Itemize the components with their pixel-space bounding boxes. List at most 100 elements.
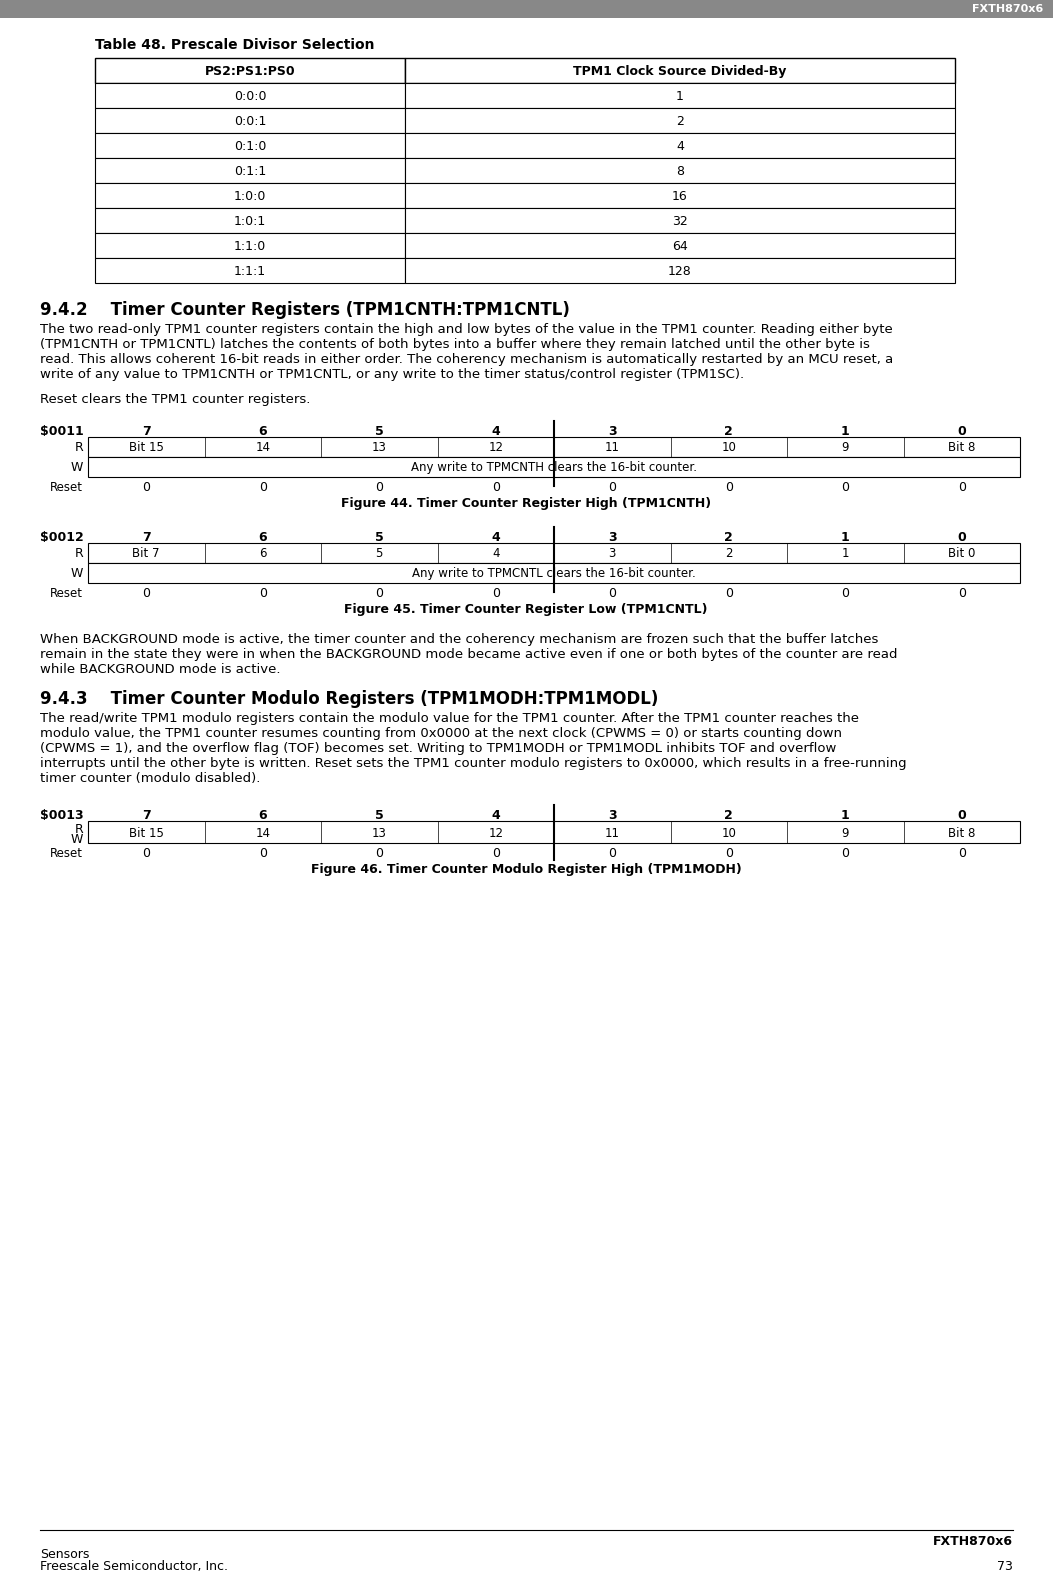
Text: FXTH870x6: FXTH870x6 [972,5,1044,14]
Bar [405,159,955,182]
Text: 6: 6 [259,547,266,560]
Text: 9: 9 [841,827,849,839]
Text: 2: 2 [724,531,733,544]
Text: W: W [71,567,83,580]
Text: 5: 5 [376,547,383,560]
Text: 0: 0 [957,810,966,822]
Bar [405,208,955,233]
Text: 14: 14 [255,827,271,839]
Text: 0: 0 [724,481,733,494]
Text: 1:0:0: 1:0:0 [234,190,266,203]
Text: 0: 0 [492,847,500,860]
Text: 0: 0 [609,481,616,494]
Text: 0: 0 [492,586,500,601]
Text: R: R [75,442,83,454]
Text: Reset clears the TPM1 counter registers.: Reset clears the TPM1 counter registers. [40,393,311,406]
Text: 4: 4 [492,810,500,822]
Text: 11: 11 [604,827,620,839]
Text: Any write to TPMCNTL clears the 16-bit counter.: Any write to TPMCNTL clears the 16-bit c… [412,567,696,580]
Text: while BACKGROUND mode is active.: while BACKGROUND mode is active. [40,663,280,676]
Text: R: R [75,547,83,560]
Text: FXTH870x6: FXTH870x6 [933,1534,1013,1548]
Text: 64: 64 [672,241,688,253]
Text: R: R [75,824,83,836]
Text: 9.4.3    Timer Counter Modulo Registers (TPM1MODH:TPM1MODL): 9.4.3 Timer Counter Modulo Registers (TP… [40,690,658,707]
Bar [88,821,1020,843]
Text: 5: 5 [375,810,383,822]
Text: 13: 13 [372,442,386,454]
Bar [95,208,405,233]
Bar [0,0,1053,17]
Text: 1:0:1: 1:0:1 [234,215,266,228]
Text: W: W [71,461,83,475]
Text: 0:0:0: 0:0:0 [234,90,266,104]
Text: Bit 15: Bit 15 [128,827,163,839]
Text: 0: 0 [841,586,850,601]
Bar [95,108,405,134]
Bar [88,437,1020,457]
Text: 1:1:0: 1:1:0 [234,241,266,253]
Text: Table 48. Prescale Divisor Selection: Table 48. Prescale Divisor Selection [95,38,375,52]
Text: 12: 12 [489,442,503,454]
Text: Reset: Reset [49,847,83,860]
Text: 4: 4 [492,531,500,544]
Text: Figure 46. Timer Counter Modulo Register High (TPM1MODH): Figure 46. Timer Counter Modulo Register… [311,863,741,876]
Text: 0: 0 [259,481,266,494]
Bar [405,182,955,208]
Text: 9.4.2    Timer Counter Registers (TPM1CNTH:TPM1CNTL): 9.4.2 Timer Counter Registers (TPM1CNTH:… [40,300,570,319]
Bar [88,457,1020,476]
Text: Any write to TPMCNTH clears the 16-bit counter.: Any write to TPMCNTH clears the 16-bit c… [411,461,697,475]
Bar [405,134,955,159]
Text: 0: 0 [375,847,383,860]
Text: Bit 8: Bit 8 [948,827,975,839]
Bar [95,58,405,83]
Text: 16: 16 [672,190,688,203]
Bar [95,258,405,283]
Text: 0: 0 [841,847,850,860]
Text: 8: 8 [676,165,684,178]
Text: (CPWMS = 1), and the overflow flag (TOF) becomes set. Writing to TPM1MODH or TPM: (CPWMS = 1), and the overflow flag (TOF)… [40,742,836,755]
Text: 7: 7 [142,810,151,822]
Text: 0:0:1: 0:0:1 [234,115,266,127]
Text: Sensors: Sensors [40,1548,90,1561]
Text: modulo value, the TPM1 counter resumes counting from 0x0000 at the next clock (C: modulo value, the TPM1 counter resumes c… [40,726,842,740]
Bar [405,233,955,258]
Text: Reset: Reset [49,481,83,494]
Text: 14: 14 [255,442,271,454]
Bar [95,182,405,208]
Text: 5: 5 [375,424,383,439]
Text: $0011: $0011 [40,424,84,439]
Text: 3: 3 [609,547,616,560]
Text: 2: 2 [724,810,733,822]
Text: PS2:PS1:PS0: PS2:PS1:PS0 [204,64,295,79]
Text: $0013: $0013 [40,810,83,822]
Text: Reset: Reset [49,586,83,601]
Text: Bit 0: Bit 0 [948,547,975,560]
Text: 7: 7 [142,531,151,544]
Text: write of any value to TPM1CNTH or TPM1CNTL, or any write to the timer status/con: write of any value to TPM1CNTH or TPM1CN… [40,368,744,380]
Text: 2: 2 [726,547,733,560]
Bar [95,134,405,159]
Text: 12: 12 [489,827,503,839]
Text: 1: 1 [841,424,850,439]
Text: 0: 0 [724,586,733,601]
Text: remain in the state they were in when the BACKGROUND mode became active even if : remain in the state they were in when th… [40,648,897,660]
Text: 0: 0 [609,847,616,860]
Text: Freescale Semiconductor, Inc.: Freescale Semiconductor, Inc. [40,1559,229,1572]
Text: 10: 10 [721,827,736,839]
Text: 0: 0 [142,847,151,860]
Bar [405,108,955,134]
Text: 6: 6 [258,424,267,439]
Text: 128: 128 [668,266,692,278]
Bar [405,58,955,83]
Bar [95,83,405,108]
Bar [95,159,405,182]
Text: 4: 4 [492,547,499,560]
Text: 1: 1 [841,810,850,822]
Text: (TPM1CNTH or TPM1CNTL) latches the contents of both bytes into a buffer where th: (TPM1CNTH or TPM1CNTL) latches the conte… [40,338,870,351]
Text: 1: 1 [676,90,684,104]
Text: Figure 45. Timer Counter Register Low (TPM1CNTL): Figure 45. Timer Counter Register Low (T… [344,604,708,616]
Text: 0: 0 [492,481,500,494]
Text: 73: 73 [997,1559,1013,1572]
Text: When BACKGROUND mode is active, the timer counter and the coherency mechanism ar: When BACKGROUND mode is active, the time… [40,634,878,646]
